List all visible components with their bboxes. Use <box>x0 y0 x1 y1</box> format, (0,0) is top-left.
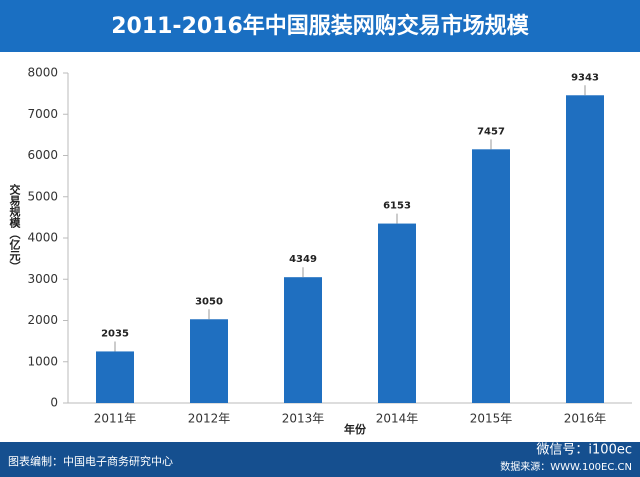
x-tick-label: 2013年 <box>282 412 325 426</box>
x-tick-label: 2016年 <box>564 412 607 426</box>
y-tick-label: 5000 <box>27 189 58 203</box>
y-tick-label: 2000 <box>27 313 58 327</box>
y-tick-label: 4000 <box>27 231 58 245</box>
y-tick-label: 0 <box>50 396 58 410</box>
y-axis-label: 交易规模（亿元） <box>8 183 22 272</box>
annotation: 7457 <box>477 126 505 137</box>
y-tick-label: 6000 <box>27 148 58 162</box>
chart-title: 2011-2016年中国服装网购交易市场规模 <box>111 13 530 39</box>
bar <box>566 95 604 404</box>
bar <box>96 351 134 403</box>
title-bar <box>0 0 640 52</box>
footer-bar <box>0 442 640 477</box>
annotation: 2035 <box>101 328 129 339</box>
x-tick-label: 2014年 <box>376 412 419 426</box>
bar <box>378 223 416 403</box>
footer-wechat: 微信号：i100ec <box>536 443 632 458</box>
bar <box>190 319 228 403</box>
annotation: 6153 <box>383 201 411 212</box>
annotation: 3050 <box>195 296 223 307</box>
bar <box>472 149 510 403</box>
y-tick-label: 8000 <box>27 66 58 80</box>
x-axis-label: 年份 <box>344 422 367 436</box>
footer-source: 数据来源：WWW.100EC.CN <box>500 460 632 473</box>
x-tick-label: 2011年 <box>94 412 137 426</box>
annotation: 4349 <box>289 254 317 265</box>
bar <box>284 277 322 403</box>
x-tick-label: 2015年 <box>470 412 513 426</box>
y-tick-label: 3000 <box>27 272 58 286</box>
footer-left: 图表编制：中国电子商务研究中心 <box>8 454 173 468</box>
x-tick-label: 2012年 <box>188 412 231 426</box>
y-tick-label: 7000 <box>27 107 58 121</box>
y-tick-label: 1000 <box>27 354 58 368</box>
annotation: 9343 <box>571 72 599 83</box>
